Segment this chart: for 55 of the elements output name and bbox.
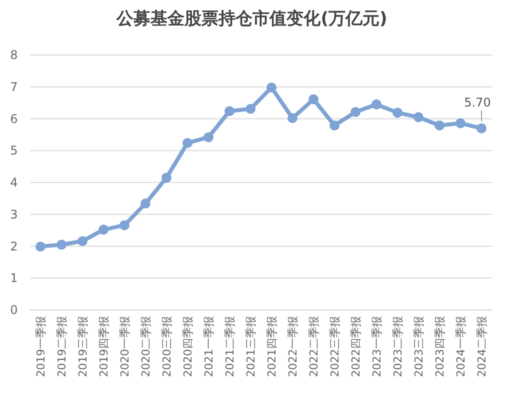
y-tick-label: 1 [10,271,18,286]
data-label: 5.70 [464,95,491,110]
y-tick-label: 3 [10,207,18,222]
point [350,107,360,118]
point [56,240,66,250]
point [434,120,444,130]
x-tick-label: 2021四季报 [266,316,278,377]
x-tick-label: 2024二季报 [476,316,488,377]
point [182,138,192,148]
x-tick-label: 2020四季报 [182,316,194,377]
y-tick-label: 6 [10,112,18,126]
y-tick-label: 8 [10,48,18,62]
x-tick-label: 2022一季报 [286,316,300,377]
x-tick-label: 2019四季报 [98,316,110,377]
x-tick-label: 2023二季报 [392,316,404,377]
point [476,123,486,134]
x-tick-label: 2020一季报 [118,316,132,377]
point [266,82,276,93]
point [78,236,88,246]
x-tick-label: 2019一季报 [34,316,48,377]
x-tick-label: 2021一季报 [202,316,216,377]
y-tick-label: 0 [10,303,18,317]
x-tick-label: 2021三季报 [244,316,258,377]
point [98,224,108,235]
x-tick-label: 2022三季报 [328,316,342,377]
point [330,120,340,130]
y-tick-label: 4 [10,176,18,190]
x-tick-label: 2024一季报 [454,316,468,377]
x-tick-label: 2019二季报 [56,316,68,377]
x-tick-label: 2022二季报 [308,316,320,377]
point [246,104,256,114]
point [162,172,172,183]
x-tick-label: 2022四季报 [350,316,362,377]
point [392,108,402,118]
point [120,220,130,230]
point [456,118,466,128]
chart-title: 公募基金股票持仓市值变化(万亿元) [116,9,388,29]
y-tick-label: 5 [10,144,18,158]
x-tick-label: 2023四季报 [434,316,446,377]
y-tick-label: 2 [10,239,18,254]
point [140,198,150,209]
point [308,94,318,104]
x-tick-label: 2023三季报 [412,316,426,377]
point [36,242,46,252]
y-tick-label: 7 [10,80,18,94]
x-tick-label: 2020三季报 [160,316,174,377]
x-tick-label: 2021二季报 [224,316,236,377]
x-tick-label: 2023一季报 [370,316,384,377]
point [372,99,382,110]
point [414,112,424,122]
point [204,132,214,142]
x-tick-label: 2020二季报 [140,316,152,377]
point [224,106,234,116]
x-tick-label: 2019三季报 [76,316,90,377]
point [288,113,298,124]
